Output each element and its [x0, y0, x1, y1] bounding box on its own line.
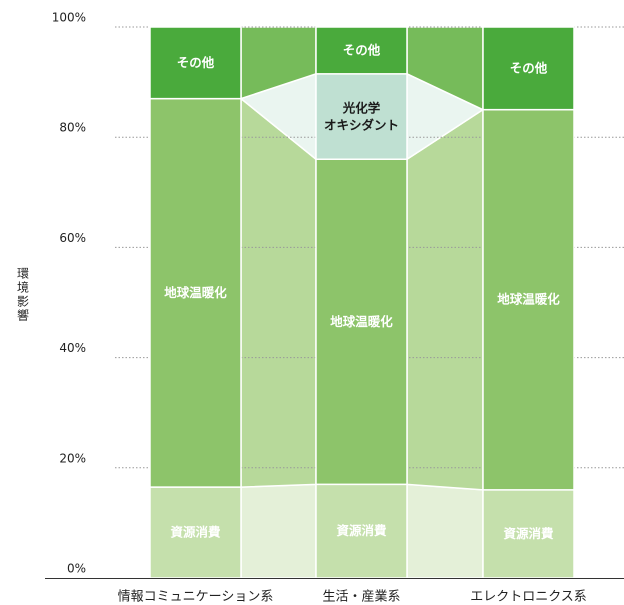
- bar-segment: [482, 489, 575, 579]
- y-axis-label: 環境影響: [16, 267, 30, 323]
- bar-segment: [315, 483, 408, 579]
- y-tick-label: 60%: [59, 231, 86, 245]
- connector: [240, 483, 317, 579]
- bar-segment: [149, 97, 242, 488]
- segment-label: 地球温暖化: [497, 291, 560, 306]
- x-tick-label: 生活・産業系: [322, 589, 400, 605]
- segment-label: 光化学オキシダント: [324, 100, 399, 132]
- segment-label: その他: [177, 54, 215, 69]
- y-tick-label: 20%: [59, 451, 86, 465]
- x-tick-label: エレクトロニクス系: [470, 590, 587, 605]
- bar-segment: [315, 26, 408, 75]
- segment-label: 資源消費: [503, 525, 554, 540]
- y-tick-label: 100%: [52, 11, 86, 25]
- connector: [240, 97, 317, 488]
- connector: [406, 483, 484, 579]
- bar-segment: [149, 26, 242, 100]
- segment-label: 資源消費: [170, 524, 221, 539]
- y-tick-label: 80%: [59, 121, 86, 135]
- x-tick-label: 情報コミュニケーション系: [118, 590, 274, 605]
- segment-label: 地球温暖化: [330, 313, 393, 328]
- segment-label: 地球温暖化: [164, 284, 227, 299]
- y-tick-label: 0%: [67, 562, 86, 576]
- bar-segment: [482, 108, 575, 491]
- connector: [406, 108, 484, 491]
- segment-label: その他: [510, 60, 548, 75]
- y-tick-label: 40%: [59, 341, 86, 355]
- bar-segment: [482, 26, 575, 111]
- segment-label: その他: [343, 42, 381, 57]
- segment-label: 資源消費: [336, 523, 387, 538]
